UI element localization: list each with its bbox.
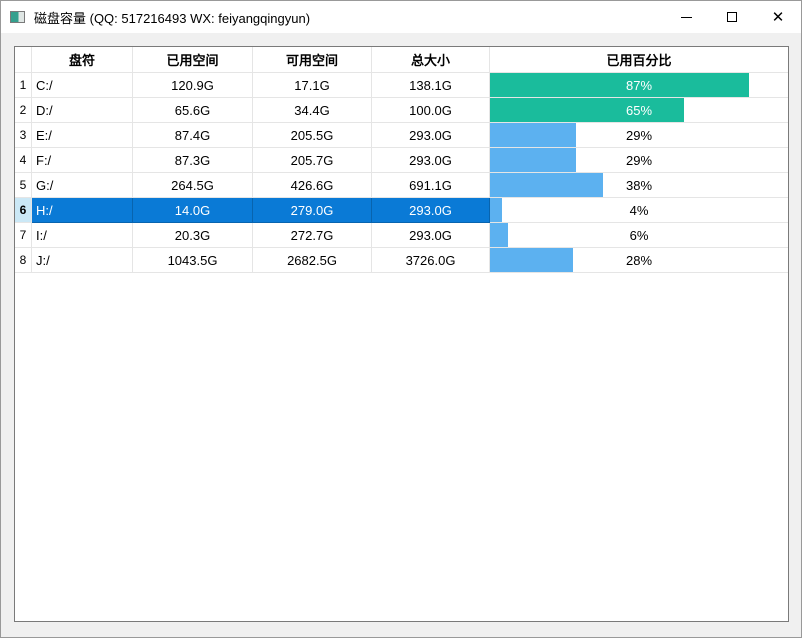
percent-label: 6% xyxy=(629,227,649,243)
close-button[interactable]: ✕ xyxy=(755,1,801,33)
row-number[interactable]: 5 xyxy=(15,173,32,198)
cell-drive[interactable]: I:/ xyxy=(32,223,133,248)
table-row[interactable]: 8 J:/ 1043.5G 2682.5G 3726.0G 28% xyxy=(15,248,788,273)
cell-free[interactable]: 205.5G xyxy=(253,123,372,148)
row-number[interactable]: 3 xyxy=(15,123,32,148)
cell-free[interactable]: 34.4G xyxy=(253,98,372,123)
maximize-icon xyxy=(727,12,737,22)
cell-free[interactable]: 426.6G xyxy=(253,173,372,198)
cell-drive[interactable]: G:/ xyxy=(32,173,133,198)
cell-free[interactable]: 205.7G xyxy=(253,148,372,173)
cell-drive[interactable]: D:/ xyxy=(32,98,133,123)
percent-bar xyxy=(490,198,502,222)
titlebar: 磁盘容量 (QQ: 517216493 WX: feiyangqingyun) … xyxy=(1,1,801,33)
percent-bar xyxy=(490,98,684,122)
cell-total[interactable]: 100.0G xyxy=(372,98,490,123)
cell-used[interactable]: 264.5G xyxy=(133,173,253,198)
cell-drive[interactable]: E:/ xyxy=(32,123,133,148)
row-number[interactable]: 7 xyxy=(15,223,32,248)
minimize-icon xyxy=(680,16,692,18)
percent-bar xyxy=(490,148,577,172)
table-header-row: 盘符 已用空间 可用空间 总大小 已用百分比 xyxy=(15,47,788,73)
cell-drive[interactable]: H:/ xyxy=(32,198,133,223)
percent-label: 87% xyxy=(625,77,653,93)
percent-bar xyxy=(490,223,508,247)
percent-bar xyxy=(490,123,577,147)
cell-used[interactable]: 87.4G xyxy=(133,123,253,148)
close-icon: ✕ xyxy=(771,8,785,26)
cell-drive[interactable]: J:/ xyxy=(32,248,133,273)
percent-label: 4% xyxy=(629,202,649,218)
cell-used[interactable]: 20.3G xyxy=(133,223,253,248)
cell-percent[interactable]: 29% xyxy=(490,123,788,148)
row-number[interactable]: 4 xyxy=(15,148,32,173)
header-used-percent[interactable]: 已用百分比 xyxy=(490,47,788,73)
cell-free[interactable]: 279.0G xyxy=(253,198,372,223)
cell-total[interactable]: 293.0G xyxy=(372,148,490,173)
cell-used[interactable]: 14.0G xyxy=(133,198,253,223)
cell-percent[interactable]: 28% xyxy=(490,248,788,273)
table-row[interactable]: 3 E:/ 87.4G 205.5G 293.0G 29% xyxy=(15,123,788,148)
cell-percent[interactable]: 65% xyxy=(490,98,788,123)
cell-percent[interactable]: 29% xyxy=(490,148,788,173)
percent-label: 28% xyxy=(625,252,653,268)
cell-free[interactable]: 17.1G xyxy=(253,73,372,98)
cell-free[interactable]: 2682.5G xyxy=(253,248,372,273)
table-row[interactable]: 7 I:/ 20.3G 272.7G 293.0G 6% xyxy=(15,223,788,248)
cell-total[interactable]: 293.0G xyxy=(372,198,490,223)
cell-percent[interactable]: 87% xyxy=(490,73,788,98)
table-body: 1 C:/ 120.9G 17.1G 138.1G 87% 2 D:/ 65.6… xyxy=(15,73,788,273)
disk-table: 盘符 已用空间 可用空间 总大小 已用百分比 1 C:/ 120.9G 17.1… xyxy=(14,46,789,622)
cell-total[interactable]: 691.1G xyxy=(372,173,490,198)
percent-bar xyxy=(490,173,604,197)
cell-used[interactable]: 87.3G xyxy=(133,148,253,173)
cell-total[interactable]: 293.0G xyxy=(372,123,490,148)
percent-label: 65% xyxy=(625,102,653,118)
header-free-space[interactable]: 可用空间 xyxy=(253,47,372,73)
table-row[interactable]: 5 G:/ 264.5G 426.6G 691.1G 38% xyxy=(15,173,788,198)
table-row[interactable]: 2 D:/ 65.6G 34.4G 100.0G 65% xyxy=(15,98,788,123)
cell-used[interactable]: 1043.5G xyxy=(133,248,253,273)
minimize-button[interactable] xyxy=(663,1,709,33)
cell-used[interactable]: 120.9G xyxy=(133,73,253,98)
percent-label: 29% xyxy=(625,127,653,143)
row-number[interactable]: 2 xyxy=(15,98,32,123)
table-row[interactable]: 1 C:/ 120.9G 17.1G 138.1G 87% xyxy=(15,73,788,98)
percent-bar xyxy=(490,248,574,272)
percent-label: 38% xyxy=(625,177,653,193)
client-area: 盘符 已用空间 可用空间 总大小 已用百分比 1 C:/ 120.9G 17.1… xyxy=(1,33,801,637)
cell-total[interactable]: 3726.0G xyxy=(372,248,490,273)
window-title: 磁盘容量 (QQ: 517216493 WX: feiyangqingyun) xyxy=(34,10,311,26)
app-icon xyxy=(10,11,25,23)
cell-free[interactable]: 272.7G xyxy=(253,223,372,248)
row-number[interactable]: 8 xyxy=(15,248,32,273)
header-total-size[interactable]: 总大小 xyxy=(372,47,490,73)
row-number[interactable]: 6 xyxy=(15,198,32,223)
cell-percent[interactable]: 6% xyxy=(490,223,788,248)
table-row[interactable]: 4 F:/ 87.3G 205.7G 293.0G 29% xyxy=(15,148,788,173)
cell-percent[interactable]: 38% xyxy=(490,173,788,198)
corner-header-cell xyxy=(15,47,32,73)
table-row[interactable]: 6 H:/ 14.0G 279.0G 293.0G 4% xyxy=(15,198,788,223)
cell-drive[interactable]: C:/ xyxy=(32,73,133,98)
cell-total[interactable]: 293.0G xyxy=(372,223,490,248)
row-number[interactable]: 1 xyxy=(15,73,32,98)
cell-used[interactable]: 65.6G xyxy=(133,98,253,123)
cell-drive[interactable]: F:/ xyxy=(32,148,133,173)
maximize-button[interactable] xyxy=(709,1,755,33)
cell-total[interactable]: 138.1G xyxy=(372,73,490,98)
percent-label: 29% xyxy=(625,152,653,168)
header-used-space[interactable]: 已用空间 xyxy=(133,47,253,73)
header-drive[interactable]: 盘符 xyxy=(32,47,133,73)
cell-percent[interactable]: 4% xyxy=(490,198,788,223)
percent-bar xyxy=(490,73,750,97)
